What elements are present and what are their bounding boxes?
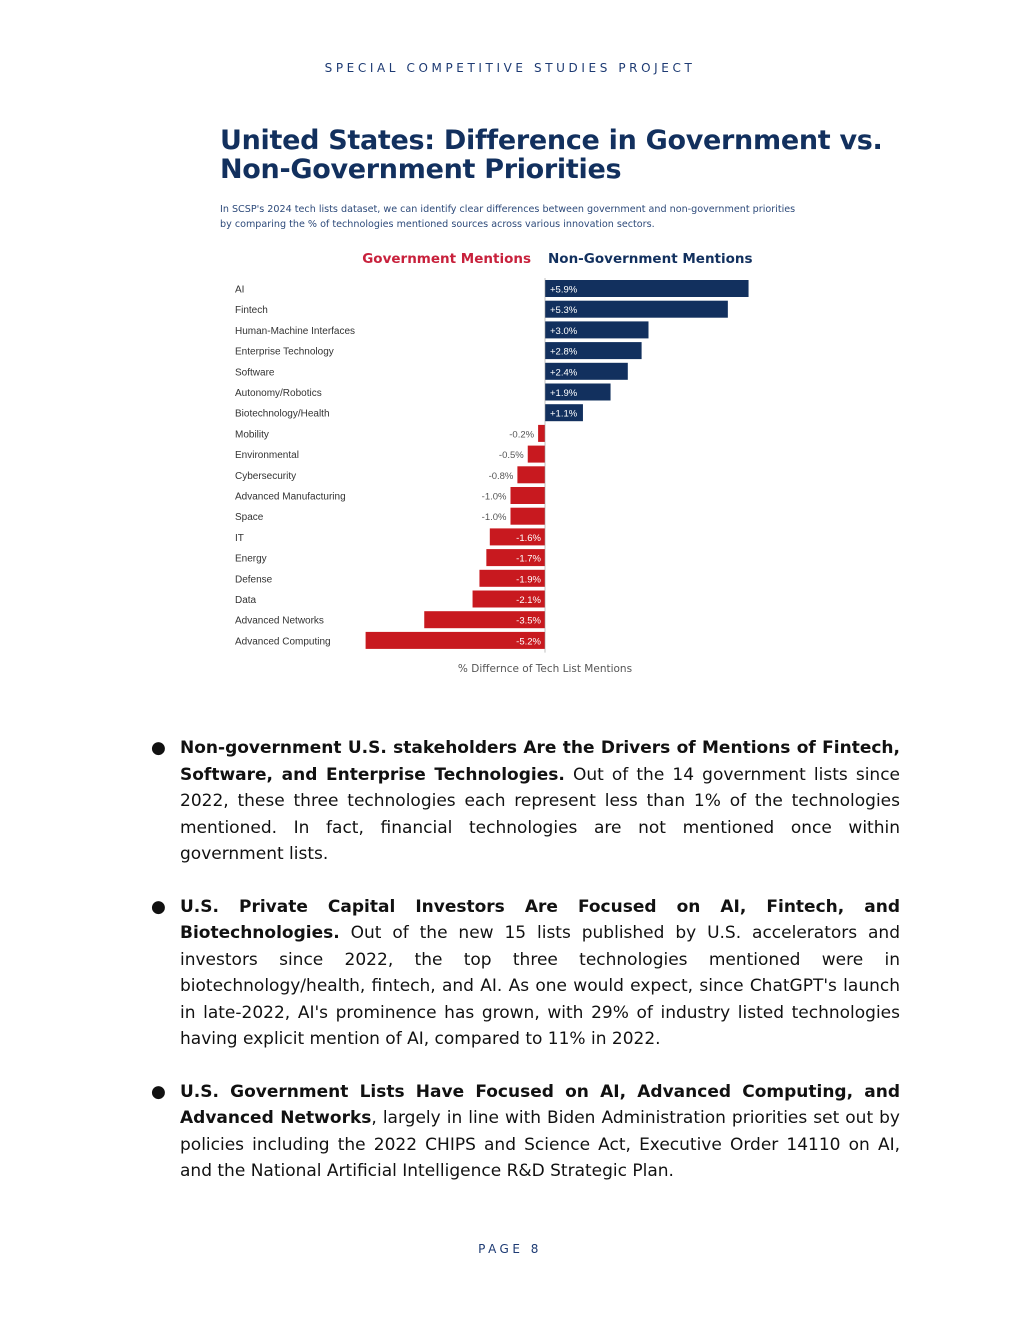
data-label: -1.9%	[516, 574, 541, 585]
data-label: +2.4%	[550, 367, 578, 378]
bar	[545, 321, 649, 339]
data-label: -1.0%	[482, 492, 507, 503]
category-label: Autonomy/Robotics	[235, 388, 322, 399]
bar	[545, 300, 728, 318]
bar	[486, 549, 545, 567]
bar	[545, 383, 611, 401]
data-label: -1.6%	[516, 533, 541, 544]
bullet-text: , largely in line with Biden Administrat…	[180, 1108, 900, 1181]
figure-subtitle: In SCSP's 2024 tech lists dataset, we ca…	[220, 204, 796, 230]
figure-title: United States: Difference in Government …	[220, 125, 883, 185]
data-label: +1.9%	[550, 388, 578, 399]
bullet-heading: U.S. Private Capital Investors Are Focus…	[180, 896, 900, 944]
data-label: -0.5%	[499, 450, 524, 461]
bar	[545, 404, 583, 422]
category-label: Enterprise Technology	[235, 347, 334, 358]
category-label: Data	[235, 595, 257, 606]
category-label: Mobility	[235, 429, 269, 440]
bullet-dot-icon: ●	[151, 1081, 166, 1102]
bar	[517, 466, 545, 484]
bar	[479, 569, 545, 587]
legend-non-government: Non-Government Mentions	[548, 251, 753, 267]
bullet-heading: Non-government U.S. stakeholders Are the…	[180, 738, 900, 785]
data-label: +2.8%	[550, 347, 578, 358]
bar	[510, 487, 545, 504]
category-label: Environmental	[235, 450, 299, 461]
data-label: +5.9%	[550, 285, 578, 296]
bar	[472, 590, 545, 608]
bullet-dot-icon: ●	[151, 738, 166, 758]
figure-title-line2: Non-Government Priorities	[220, 154, 622, 185]
category-label: Energy	[235, 554, 267, 565]
bullet-item: ● U.S. Government Lists Have Focused on A…	[151, 1079, 900, 1185]
category-label: Advanced Manufacturing	[235, 492, 346, 503]
category-label: Advanced Computing	[235, 636, 331, 647]
data-label: -3.5%	[516, 616, 541, 627]
bar	[527, 445, 545, 463]
category-label: Advanced Networks	[235, 616, 324, 627]
data-label: -1.0%	[482, 512, 507, 523]
bar	[545, 280, 749, 297]
category-label: IT	[235, 533, 244, 544]
data-label: -0.8%	[489, 471, 514, 482]
data-label: -1.7%	[516, 554, 541, 565]
bar	[510, 507, 545, 525]
category-label: Defense	[235, 574, 273, 585]
bullet-item: ● U.S. Private Capital Investors Are Focu…	[151, 894, 900, 1053]
category-label: AI	[235, 285, 244, 296]
data-label: -5.2%	[516, 636, 541, 647]
page-number: PAGE 8	[478, 1242, 542, 1256]
bar	[424, 611, 545, 629]
category-label: Software	[235, 367, 275, 378]
bar	[365, 631, 545, 649]
bar-chart: AI +5.9% Fintech +5.3% Human-Machine Interfa…	[235, 278, 749, 653]
data-label: +3.0%	[550, 326, 578, 337]
running-header: SPECIAL COMPETITIVE STUDIES PROJECT	[324, 61, 696, 75]
bullet-item: ● Non-government U.S. stakeholders Are th…	[151, 735, 900, 868]
category-label: Space	[235, 512, 264, 523]
bar	[538, 424, 545, 442]
bar	[545, 342, 642, 360]
bar	[489, 528, 545, 546]
category-label: Biotechnology/Health	[235, 409, 330, 420]
bullet-list: ● Non-government U.S. stakeholders Are th…	[151, 735, 900, 1211]
bullet-text: Out of the new 15 lists published by U.S…	[180, 923, 900, 1049]
bullet-heading: U.S. Government Lists Have Focused on AI…	[180, 1081, 900, 1129]
data-label: -0.2%	[509, 429, 534, 440]
data-label: +5.3%	[550, 305, 578, 316]
bullet-dot-icon: ●	[151, 896, 166, 917]
data-label: +1.1%	[550, 409, 578, 420]
category-label: Human-Machine Interfaces	[235, 326, 355, 337]
category-label: Fintech	[235, 305, 268, 316]
x-axis-label: % Differnce of Tech List Mentions	[457, 663, 633, 675]
data-label: -2.1%	[516, 595, 541, 606]
category-label: Cybersecurity	[235, 471, 296, 482]
bar	[545, 362, 628, 380]
bullet-text: Out of the 14 government lists since 202…	[180, 764, 900, 865]
figure-title-line1: United States: Difference in Government …	[220, 125, 883, 156]
legend-government: Government Mentions	[362, 251, 531, 267]
